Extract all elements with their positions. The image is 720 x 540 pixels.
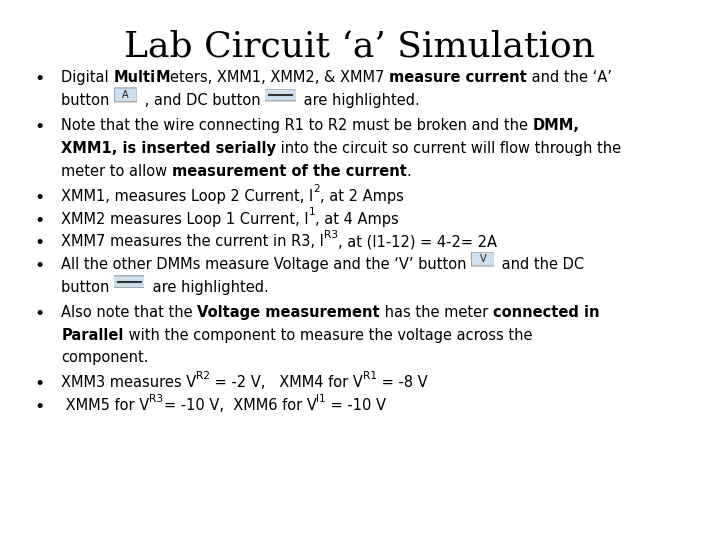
Text: = -10 V: = -10 V	[326, 398, 386, 413]
Text: into the circuit so current will flow through the: into the circuit so current will flow th…	[276, 141, 621, 156]
Text: with the component to measure the voltage across the: with the component to measure the voltag…	[124, 328, 532, 343]
Text: XMM5 for V: XMM5 for V	[61, 398, 150, 413]
FancyBboxPatch shape	[264, 89, 297, 101]
Text: button: button	[61, 280, 114, 295]
Text: are highlighted.: are highlighted.	[300, 93, 420, 108]
Text: All the other DMMs measure Voltage and the ‘V’ button: All the other DMMs measure Voltage and t…	[61, 257, 472, 272]
Text: , at 4 Amps: , at 4 Amps	[315, 212, 399, 227]
Text: Also note that the: Also note that the	[61, 305, 197, 320]
Text: XMM1, is inserted serially: XMM1, is inserted serially	[61, 141, 276, 156]
Text: •: •	[35, 257, 45, 275]
Text: are highlighted.: are highlighted.	[148, 280, 269, 295]
Text: connected in: connected in	[493, 305, 600, 320]
Text: M: M	[156, 70, 170, 85]
FancyBboxPatch shape	[472, 252, 495, 266]
Text: Multi: Multi	[114, 70, 156, 85]
Text: •: •	[35, 212, 45, 230]
Text: meter to allow: meter to allow	[61, 164, 172, 179]
Text: V: V	[480, 254, 486, 264]
Text: 1: 1	[309, 207, 315, 217]
Text: measure current: measure current	[390, 70, 527, 85]
Text: and the DC: and the DC	[498, 257, 585, 272]
Text: R2: R2	[197, 371, 210, 381]
Text: and the ‘A’: and the ‘A’	[527, 70, 612, 85]
Text: , at 2 Amps: , at 2 Amps	[320, 189, 404, 204]
Text: eters, XMM1, XMM2, & XMM7: eters, XMM1, XMM2, & XMM7	[170, 70, 390, 85]
FancyBboxPatch shape	[114, 88, 138, 102]
Text: •: •	[35, 234, 45, 252]
Text: .: .	[407, 164, 412, 179]
Text: •: •	[35, 70, 45, 88]
Text: A: A	[122, 90, 129, 100]
Text: XMM1, measures Loop 2 Current, I: XMM1, measures Loop 2 Current, I	[61, 189, 313, 204]
Text: XMM7 measures the current in R3, I: XMM7 measures the current in R3, I	[61, 234, 324, 249]
Text: R3: R3	[324, 230, 338, 240]
Text: = -8 V: = -8 V	[377, 375, 428, 390]
Text: button: button	[61, 93, 114, 108]
Text: component.: component.	[61, 350, 149, 366]
Text: , at (I1-12) = 4-2= 2A: , at (I1-12) = 4-2= 2A	[338, 234, 498, 249]
Text: •: •	[35, 305, 45, 323]
Text: Lab Circuit ‘a’ Simulation: Lab Circuit ‘a’ Simulation	[125, 30, 595, 64]
Text: 2: 2	[313, 184, 320, 194]
Text: •: •	[35, 375, 45, 393]
Text: has the meter: has the meter	[380, 305, 493, 320]
Text: •: •	[35, 118, 45, 136]
Text: = -10 V,  XMM6 for V: = -10 V, XMM6 for V	[163, 398, 317, 413]
Text: = -2 V,   XMM4 for V: = -2 V, XMM4 for V	[210, 375, 364, 390]
Text: measurement of the current: measurement of the current	[172, 164, 407, 179]
FancyBboxPatch shape	[113, 276, 145, 288]
Text: •: •	[35, 189, 45, 207]
Text: XMM2 measures Loop 1 Current, I: XMM2 measures Loop 1 Current, I	[61, 212, 309, 227]
Text: I1: I1	[317, 394, 326, 404]
Text: Voltage measurement: Voltage measurement	[197, 305, 380, 320]
Text: •: •	[35, 398, 45, 416]
Text: Parallel: Parallel	[61, 328, 124, 343]
Text: , and DC button: , and DC button	[140, 93, 266, 108]
Text: R3: R3	[150, 394, 163, 404]
Text: DMM,: DMM,	[533, 118, 580, 133]
Text: XMM3 measures V: XMM3 measures V	[61, 375, 197, 390]
Text: Note that the wire connecting R1 to R2 must be broken and the: Note that the wire connecting R1 to R2 m…	[61, 118, 533, 133]
Text: R1: R1	[364, 371, 377, 381]
Text: Digital: Digital	[61, 70, 114, 85]
